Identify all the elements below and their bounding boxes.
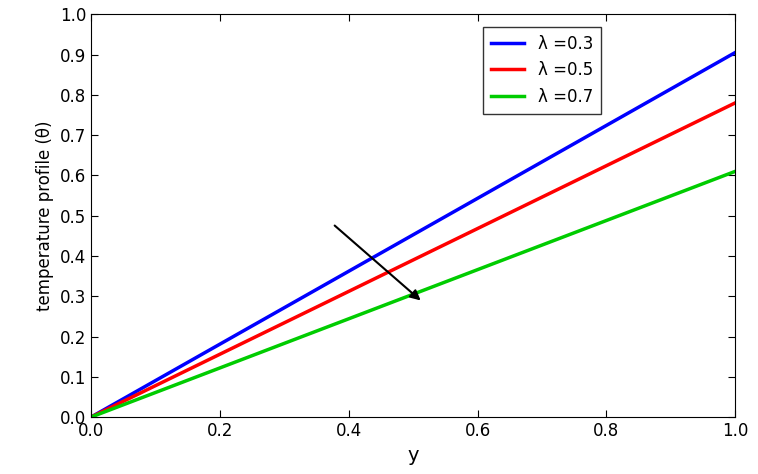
Legend: λ =0.3, λ =0.5, λ =0.7: λ =0.3, λ =0.5, λ =0.7	[483, 27, 601, 114]
Line: λ =0.3: λ =0.3	[91, 53, 735, 417]
λ =0.3	[470, 197, 479, 203]
λ =0.5	[435, 244, 444, 250]
λ =0.3	[716, 58, 725, 64]
λ =0.7	[716, 174, 725, 180]
λ =0.3	[396, 239, 406, 245]
λ =0.5	[615, 157, 624, 163]
λ =0.3	[615, 115, 624, 121]
λ =0.3	[86, 414, 96, 420]
λ =0.3	[435, 217, 444, 223]
λ =0.5	[393, 265, 402, 271]
λ =0.7	[393, 298, 402, 303]
X-axis label: y: y	[407, 446, 419, 465]
Line: λ =0.7: λ =0.7	[91, 172, 735, 417]
λ =0.5	[396, 263, 406, 269]
λ =0.7	[731, 169, 740, 174]
λ =0.7	[470, 268, 479, 273]
λ =0.7	[396, 296, 406, 302]
Line: λ =0.5: λ =0.5	[91, 103, 735, 417]
λ =0.5	[86, 414, 96, 420]
λ =0.3	[393, 241, 402, 247]
λ =0.7	[615, 213, 624, 219]
λ =0.7	[86, 414, 96, 420]
λ =0.5	[731, 100, 740, 106]
λ =0.3	[731, 50, 740, 55]
λ =0.7	[435, 281, 444, 287]
λ =0.5	[470, 227, 479, 233]
λ =0.5	[716, 108, 725, 113]
Y-axis label: temperature profile (θ): temperature profile (θ)	[36, 120, 54, 311]
